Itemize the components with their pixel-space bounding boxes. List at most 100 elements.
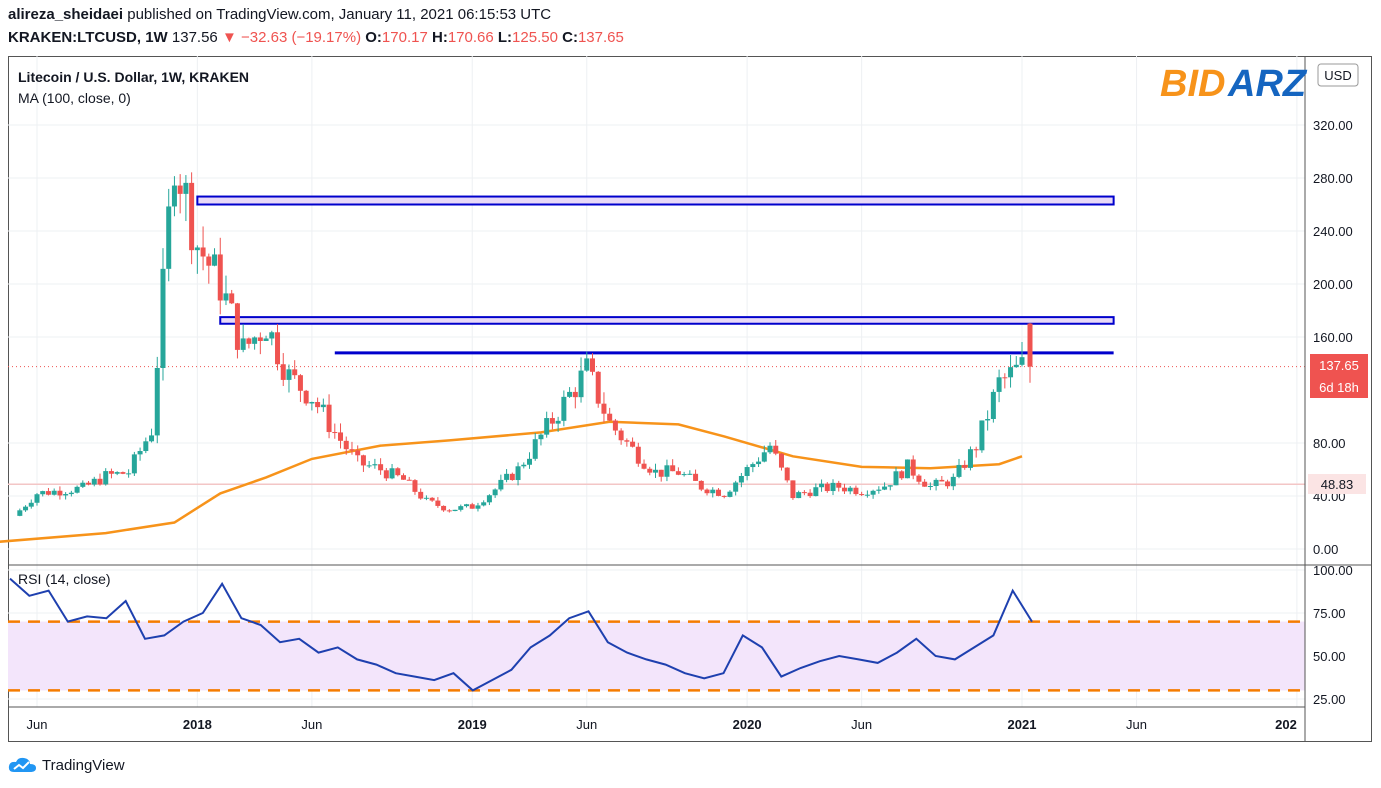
candle-body [504, 473, 510, 480]
candle-body [194, 247, 200, 251]
candle-body [469, 504, 475, 509]
candle-body [801, 492, 807, 494]
candle-body [1019, 357, 1025, 365]
candle-body [458, 506, 464, 510]
grid-lines [8, 56, 1305, 707]
rsi-tick-label: 100.00 [1313, 563, 1353, 578]
rsi-band-fill [8, 621, 1305, 691]
candle-body [309, 401, 315, 404]
candle-body [108, 471, 114, 474]
candle-body [927, 486, 933, 488]
candle-body [612, 420, 618, 431]
candle-body [962, 464, 968, 468]
chart-frame[interactable] [8, 56, 1372, 742]
candle-body [681, 474, 687, 476]
candle-body [1013, 364, 1019, 368]
candle-body [572, 391, 578, 398]
rsi-tick-label: 50.00 [1313, 649, 1346, 664]
candle-body [120, 472, 126, 474]
candle-body [778, 453, 784, 468]
candle-body [412, 480, 418, 492]
candle-body [830, 482, 836, 492]
candles [17, 172, 1033, 517]
candle-body [601, 403, 607, 414]
time-tick-label: Jun [1126, 717, 1147, 732]
watermark-arz: ARZ [1227, 63, 1308, 105]
down-triangle-icon: ▼ [221, 29, 237, 46]
low-label: L: [497, 29, 513, 46]
candle-body [618, 430, 624, 441]
candle-body [486, 495, 492, 503]
legend-rsi: RSI (14, close) [18, 571, 111, 587]
candle-body [641, 463, 647, 469]
axes: 320.00280.00240.00200.00160.0080.0040.00… [27, 118, 1353, 732]
ma-price-tag [1308, 474, 1366, 494]
candle-body [143, 441, 149, 452]
candle-body [973, 449, 979, 451]
currency-button[interactable] [1317, 63, 1359, 87]
candle-body [91, 478, 97, 485]
candle-body [406, 479, 412, 481]
open-label: O: [365, 29, 382, 46]
candle-body [234, 303, 240, 350]
candle-body [338, 432, 344, 441]
watermark-bid: BID [1160, 63, 1225, 105]
candle-body [103, 471, 109, 485]
price-tick-label: 320.00 [1313, 118, 1353, 133]
candle-body [40, 491, 46, 495]
candle-body [819, 483, 825, 488]
candle-body [630, 441, 636, 447]
candle-body [1002, 377, 1008, 379]
candle-body [189, 182, 195, 251]
candle-body [664, 465, 670, 477]
candle-body [916, 475, 922, 482]
candle-body [887, 485, 893, 487]
candle-body [275, 332, 281, 365]
candle-body [263, 338, 269, 341]
candle-body [922, 481, 928, 487]
candle-body [990, 391, 996, 419]
candle-body [498, 479, 504, 490]
footer-brand: TradingView [42, 756, 125, 774]
candle-body [939, 479, 945, 482]
candle-body [813, 487, 819, 497]
candle-body [183, 182, 189, 194]
candle-body [80, 482, 86, 487]
candle-body [171, 185, 177, 207]
candle-body [63, 494, 69, 496]
candle-body [126, 473, 132, 475]
candle-body [847, 487, 853, 492]
candle-body [366, 465, 372, 467]
candle-body [527, 458, 532, 465]
candle-body [481, 502, 487, 506]
candle-body [567, 391, 573, 397]
candle-body [1008, 367, 1014, 378]
time-tick-label: 202 [1275, 717, 1297, 732]
candle-body [555, 420, 561, 424]
price-tick-label: 240.00 [1313, 224, 1353, 239]
time-tick-label: Jun [301, 717, 322, 732]
candle-body [452, 509, 458, 512]
candle-body [767, 445, 773, 453]
price-tick-label: 160.00 [1313, 330, 1353, 345]
candle-body [824, 483, 830, 492]
candle-body [910, 459, 916, 476]
candle-body [738, 475, 744, 483]
candle-body [68, 492, 74, 495]
price-tick-label: 200.00 [1313, 277, 1353, 292]
candle-body [246, 338, 252, 344]
candle-body [870, 490, 876, 495]
candle-body [589, 358, 595, 372]
candle-body [675, 471, 681, 475]
candle-body [904, 459, 910, 479]
candle-body [446, 510, 452, 512]
candle-body [378, 464, 384, 471]
candle-body [177, 185, 183, 194]
candle-body [423, 497, 429, 499]
candle-body [206, 256, 212, 266]
tradingview-logo[interactable]: TradingView [8, 756, 125, 774]
time-tick-label: 2018 [183, 717, 212, 732]
candle-body [893, 471, 899, 486]
candle-body [859, 494, 865, 496]
